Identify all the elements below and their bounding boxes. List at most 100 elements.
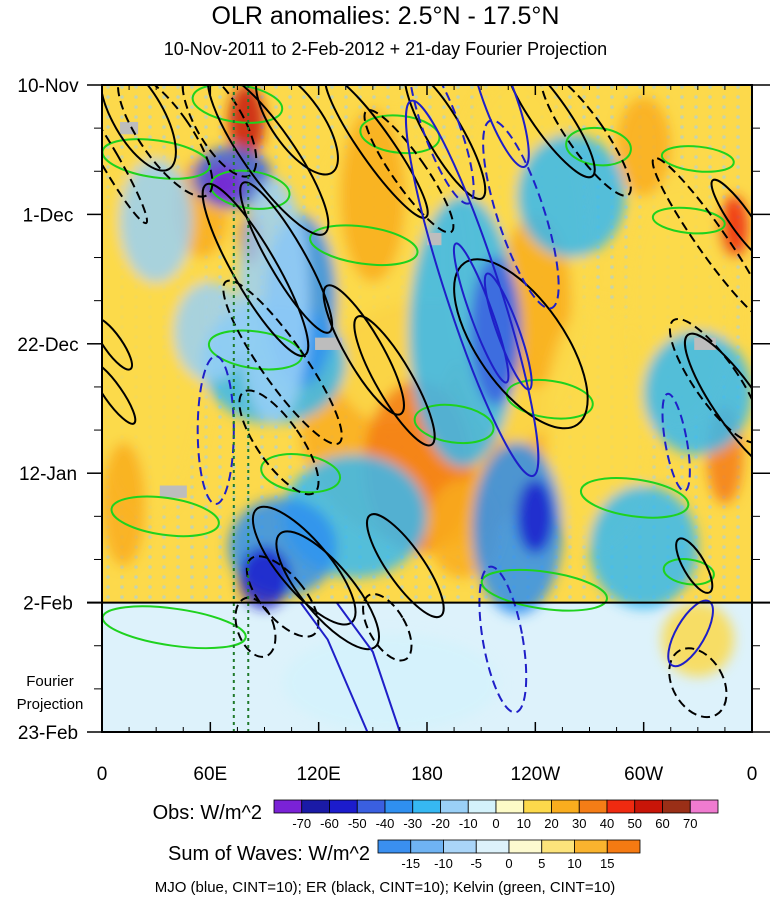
obs-colorbar-level-label: -40 [376, 816, 395, 831]
waves-colorbar-swatch [475, 839, 510, 854]
anomaly-blob [616, 97, 671, 196]
anomaly-blob [174, 282, 247, 381]
mjo-contour [468, 85, 530, 169]
waves-colorbar-swatch [377, 839, 412, 854]
mjo-contour [483, 272, 533, 391]
er-contour [234, 596, 277, 658]
obs-colorbar-swatch [606, 799, 636, 814]
obs-colorbar-level-label: 30 [572, 816, 586, 831]
mjo-contour [404, 99, 540, 478]
er-contour [275, 530, 381, 651]
er-contour [453, 258, 589, 430]
anomaly-blob [517, 134, 626, 258]
er-contour [683, 332, 752, 479]
er-contour [239, 181, 334, 334]
obs-colorbar-level-label: 20 [544, 816, 558, 831]
obs-colorbar-swatch [329, 799, 358, 814]
waves-colorbar-level-label: 15 [600, 856, 614, 871]
obs-colorbar-swatch [523, 799, 552, 814]
mjo-contour [408, 85, 475, 205]
obs-colorbar-level-label: -30 [403, 816, 422, 831]
y-tick-label: 12-Jan [19, 464, 77, 485]
colorbars: -70 -60 -50 -40 -30 -20 -10 0 10 20 30 40 50 60 70Obs:… [153, 799, 719, 871]
obs-colorbar-swatch [273, 799, 303, 814]
y-tick-label: 22-Dec [17, 335, 78, 356]
anomaly-blob [719, 195, 749, 258]
waves-colorbar-level-label: 10 [567, 856, 581, 871]
x-tick-label: 60E [193, 764, 227, 785]
er-contour [710, 178, 752, 263]
obs-colorbar-swatch [495, 799, 525, 814]
obs-colorbar-swatch [301, 799, 330, 814]
obs-colorbar-swatch [412, 799, 441, 814]
anomaly-blob [102, 442, 146, 566]
x-tick-label: 0 [97, 764, 108, 785]
anomaly-blob [589, 485, 698, 609]
y-tick-label: 1-Dec [23, 205, 74, 226]
er-contour [324, 85, 429, 219]
anomaly-blob [282, 633, 500, 732]
anomaly-blob [340, 109, 406, 283]
obs-colorbar-swatch [578, 799, 608, 814]
missing-data-patch [159, 485, 187, 498]
er-contour [102, 93, 149, 225]
obs-colorbar-swatch [689, 799, 719, 814]
obs-colorbar-level-label: -50 [348, 816, 367, 831]
er-contour [362, 592, 413, 662]
er-contour [255, 85, 339, 176]
obs-colorbar-level-label: 40 [600, 816, 614, 831]
obs-colorbar-swatch [551, 799, 580, 814]
kelvin-contour [480, 568, 608, 612]
obs-colorbar-swatch [356, 799, 386, 814]
kelvin-contour [505, 378, 594, 420]
mjo-contour [667, 599, 714, 668]
kelvin-contour [651, 206, 726, 235]
er-contour [403, 85, 487, 200]
er-contour [238, 389, 320, 496]
anomaly-blob [544, 300, 653, 548]
mjo-contour [478, 565, 528, 714]
kelvin-contour [359, 114, 441, 155]
obs-colorbar-level-label: -60 [320, 816, 339, 831]
y-tick-label: 2-Feb [23, 594, 73, 615]
obs-colorbar-swatch [662, 799, 691, 814]
er-contour [116, 85, 214, 198]
missing-data-patch [315, 337, 343, 350]
obs-colorbar-swatch [634, 799, 663, 814]
waves-colorbar-level-label: 0 [505, 856, 512, 871]
waves-colorbar-swatch [574, 839, 608, 854]
obs-colorbar-level-label: -10 [459, 816, 478, 831]
mjo-contour [452, 242, 510, 384]
obs-colorbar-level-label: 60 [655, 816, 669, 831]
er-contour [366, 513, 445, 619]
chart-title: OLR anomalies: 2.5°N - 17.5°N [211, 2, 560, 30]
kelvin-contour [565, 126, 632, 167]
obs-colorbar-swatch [467, 799, 497, 814]
axes: 0 60E 120E 180 120W 60W 0 10-Nov 1-Dec 22-Dec 12-J… [17, 76, 770, 785]
obs-colorbar-swatch [440, 799, 469, 814]
er-contour [675, 537, 714, 594]
waves-colorbar-swatch [508, 839, 543, 854]
x-tick-label: 120E [296, 764, 340, 785]
mjo-contour-line [299, 602, 369, 732]
er-contour [668, 647, 728, 719]
er-contour [181, 85, 258, 178]
x-tick-label: 180 [411, 764, 443, 785]
wave-legend: MJO (blue, CINT=10); ER (black, CINT=10)… [155, 879, 616, 896]
waves-colorbar-swatch [541, 839, 575, 854]
x-tick-label: 60W [624, 764, 663, 785]
kelvin-contour [110, 495, 220, 538]
anomaly-blob [517, 479, 554, 554]
y-tick-label: 10-Nov [17, 76, 79, 97]
waves-colorbar-level-label: -15 [401, 856, 420, 871]
obs-colorbar-level-label: 10 [517, 816, 531, 831]
missing-data-patch [120, 121, 139, 135]
kelvin-contour [309, 224, 419, 267]
waves-colorbar-level-label: -5 [470, 856, 482, 871]
waves-colorbar-title: Sum of Waves: W/m^2 [168, 843, 370, 865]
obs-colorbar-level-label: -20 [431, 816, 450, 831]
fourier-projection-label-2: Projection [17, 696, 84, 713]
waves-colorbar-swatch [606, 839, 641, 854]
er-contour [222, 279, 343, 445]
waves-colorbar-swatch [410, 839, 444, 854]
